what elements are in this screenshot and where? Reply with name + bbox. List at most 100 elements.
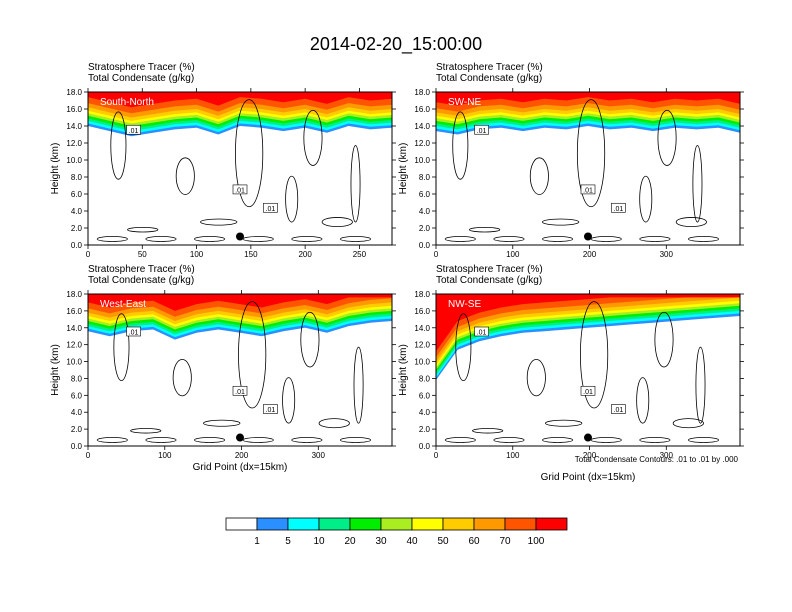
colorbar-cell xyxy=(256,517,289,531)
tracer-band-100 xyxy=(436,92,740,106)
colorbar-label: 100 xyxy=(528,536,545,547)
contour-label: .01 xyxy=(266,206,276,213)
condensate-contour xyxy=(526,358,546,397)
x-tick-label: 200 xyxy=(583,250,597,259)
condensate-contour xyxy=(203,419,241,427)
condensate-contour xyxy=(493,437,525,443)
plot-frame xyxy=(87,91,393,246)
location-marker xyxy=(584,433,592,442)
condensate-contour xyxy=(695,346,706,424)
y-tick-label: 4.0 xyxy=(71,408,83,417)
panel-subtitle: Total Condensate (g/kg) xyxy=(436,275,542,286)
condensate-contour xyxy=(200,218,238,226)
tracer-band xyxy=(436,294,740,358)
contour-label: .01 xyxy=(583,187,593,194)
condensate-contour xyxy=(321,217,353,228)
condensate-contour xyxy=(282,377,296,424)
y-axis-label: Height (km) xyxy=(398,344,409,396)
y-tick-label: 18.0 xyxy=(414,88,430,97)
tracer-band-100 xyxy=(88,294,392,311)
condensate-contour xyxy=(687,437,720,443)
panel-subtitle: Stratosphere Tracer (%) xyxy=(88,62,195,73)
y-tick-label: 12.0 xyxy=(66,139,82,148)
y-tick-label: 14.0 xyxy=(66,122,82,131)
y-tick-label: 2.0 xyxy=(419,425,431,434)
contour-label-box xyxy=(580,385,596,396)
location-marker xyxy=(584,232,592,241)
condensate-contour xyxy=(576,99,606,208)
plot-area: .01 .01 .01 xyxy=(436,92,740,245)
condensate-contour xyxy=(529,157,549,195)
condensate-contour xyxy=(639,175,653,223)
x-tick-label: 100 xyxy=(158,451,172,460)
y-tick-label: 18.0 xyxy=(414,290,430,299)
contour-label-box xyxy=(263,202,278,213)
panel-subtitle: Stratosphere Tracer (%) xyxy=(436,62,543,73)
colorbar-label: 30 xyxy=(375,536,387,547)
y-tick-label: 8.0 xyxy=(419,173,431,182)
colorbar-label: 40 xyxy=(406,536,418,547)
contour-label-box xyxy=(474,326,489,337)
contour-label-box xyxy=(263,404,278,414)
x-tick-label: 0 xyxy=(86,250,91,259)
y-tick-label: 14.0 xyxy=(414,122,430,131)
y-tick-label: 6.0 xyxy=(419,190,431,199)
condensate-contour xyxy=(692,145,703,223)
y-tick-label: 8.0 xyxy=(71,374,83,383)
x-tick-label: 0 xyxy=(434,451,439,460)
contour-label-box xyxy=(611,202,626,213)
y-tick-label: 16.0 xyxy=(414,105,430,114)
condensate-contour xyxy=(493,236,525,242)
x-axis-label: Grid Point (dx=15km) xyxy=(193,462,288,473)
x-tick-label: 250 xyxy=(353,250,367,259)
y-tick-label: 4.0 xyxy=(419,207,431,216)
condensate-contour xyxy=(353,346,364,424)
colorbar-label: 20 xyxy=(344,536,356,547)
contour-label-box xyxy=(474,124,489,135)
contour-label: .01 xyxy=(477,330,487,337)
y-tick-label: 2.0 xyxy=(71,425,83,434)
panel-sw-ne: Stratosphere Tracer (%)Total Condensate … xyxy=(398,62,744,259)
y-tick-label: 14.0 xyxy=(66,324,82,333)
colorbar-cell xyxy=(442,517,475,531)
condensate-contour xyxy=(235,99,264,208)
plot-area: .01 .01 .01 xyxy=(88,294,392,446)
y-tick-label: 18.0 xyxy=(66,88,82,97)
condensate-contour xyxy=(654,311,674,368)
tracer-band-100 xyxy=(88,92,392,108)
plot-area: .01 .01 .01 xyxy=(88,92,392,245)
y-tick-label: 12.0 xyxy=(414,139,430,148)
condensate-contour xyxy=(545,419,583,427)
y-tick-label: 4.0 xyxy=(71,207,83,216)
colorbar-label: 1 xyxy=(254,536,260,547)
condensate-contour xyxy=(639,437,671,443)
colorbar-label: 70 xyxy=(499,536,511,547)
x-tick-label: 200 xyxy=(235,451,249,460)
y-tick-label: 10.0 xyxy=(414,156,430,165)
condensate-contour xyxy=(542,218,580,226)
region-label: SW-NE xyxy=(448,97,481,108)
colorbar-label: 10 xyxy=(313,536,325,547)
condensate-contour xyxy=(687,236,720,242)
panel-south-north: Stratosphere Tracer (%)Total Condensate … xyxy=(50,62,396,259)
y-tick-label: 0.0 xyxy=(71,241,83,250)
condensate-contour xyxy=(96,236,128,242)
x-tick-label: 200 xyxy=(583,451,597,460)
condensate-contour xyxy=(580,301,609,409)
contour-label: .01 xyxy=(614,206,624,213)
y-axis-label: Height (km) xyxy=(398,143,409,195)
y-tick-label: 0.0 xyxy=(419,442,431,451)
condensate-contour xyxy=(339,437,372,443)
condensate-contour xyxy=(675,217,707,228)
condensate-contour xyxy=(291,437,323,443)
condensate-contour xyxy=(172,358,192,397)
location-marker xyxy=(236,232,244,241)
y-tick-label: 18.0 xyxy=(66,290,82,299)
condensate-contour xyxy=(672,418,704,429)
contour-label: .01 xyxy=(235,389,245,396)
condensate-contour xyxy=(291,236,323,242)
x-tick-label: 50 xyxy=(138,250,147,259)
condensate-contour xyxy=(444,437,476,443)
y-tick-label: 6.0 xyxy=(71,391,83,400)
